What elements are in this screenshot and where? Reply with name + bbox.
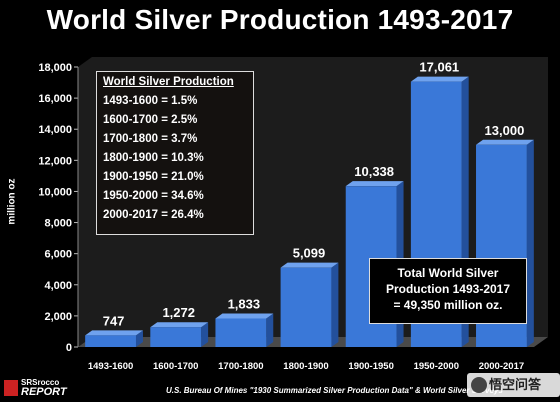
y-tick-label: 12,000: [38, 155, 72, 167]
total-line-2: Production 1493-2017: [385, 282, 511, 296]
y-tick-label: 16,000: [38, 93, 72, 105]
logo-text-top: SRSrocco: [21, 378, 60, 387]
bar-value-label: 747: [103, 313, 125, 328]
total-line-1: Total World Silver: [397, 266, 499, 280]
share-row: 1800-1900 = 10.3%: [103, 152, 204, 164]
bar-top: [410, 76, 469, 82]
source-note: U.S. Bureau Of Mines "1930 Summarized Si…: [166, 386, 503, 395]
total-line-3: = 49,350 million oz.: [393, 298, 503, 312]
bar-value-label: 10,338: [354, 164, 394, 179]
left-wall: [78, 57, 92, 347]
bar-value-label: 1,272: [162, 305, 195, 320]
x-tick-label: 1700-1800: [218, 361, 263, 372]
bar-value-label: 13,000: [485, 123, 525, 138]
bar-value-label: 5,099: [293, 246, 326, 261]
bar-side: [526, 139, 534, 347]
share-row: 1700-1800 = 3.7%: [103, 133, 198, 145]
x-tick-label: 1493-1600: [88, 361, 133, 372]
bar-top: [345, 181, 404, 187]
bar-side: [266, 313, 274, 347]
y-tick-label: 14,000: [38, 124, 72, 136]
share-breakdown-box: World Silver Production 1493-1600 = 1.5%…: [96, 71, 254, 235]
y-tick-label: 4,000: [44, 280, 72, 292]
bar-value-label: 17,061: [419, 60, 459, 75]
share-box-heading: World Silver Production: [103, 76, 234, 88]
srsrocco-logo: SRSrocco REPORT: [4, 378, 67, 398]
bar: [150, 327, 202, 347]
bar-value-label: 1,833: [228, 296, 261, 311]
logo-text-bottom: REPORT: [21, 386, 67, 398]
watermark-logo-icon: [471, 377, 487, 393]
y-tick-label: 10,000: [38, 186, 72, 198]
watermark-badge: 悟空问答: [467, 373, 560, 397]
share-row: 1900-1950 = 21.0%: [103, 171, 204, 183]
bar-top: [85, 330, 143, 336]
y-tick-label: 8,000: [44, 218, 72, 230]
y-tick-label: 18,000: [38, 62, 72, 74]
y-tick-label: 0: [66, 342, 72, 354]
x-tick-label: 1950-2000: [414, 361, 459, 372]
y-axis-label: million oz: [6, 178, 18, 225]
share-row: 1600-1700 = 2.5%: [103, 114, 198, 126]
logo-mark-icon: [4, 380, 18, 396]
chart-title: World Silver Production 1493-2017: [46, 4, 514, 35]
total-production-box: Total World Silver Production 1493-2017 …: [369, 258, 527, 324]
bar: [280, 267, 332, 347]
bar-top: [215, 313, 274, 319]
bar: [215, 318, 267, 347]
share-row: 1493-1600 = 1.5%: [103, 95, 198, 107]
bar-side: [331, 262, 339, 347]
bar-top: [476, 139, 534, 145]
share-row: 2000-2017 = 26.4%: [103, 209, 204, 221]
bar-side: [135, 330, 143, 347]
x-tick-label: 1600-1700: [153, 361, 198, 372]
bar-side: [201, 322, 209, 347]
x-tick-label: 1800-1900: [283, 361, 328, 372]
watermark-text: 悟空问答: [489, 377, 542, 392]
bar: [85, 335, 136, 347]
bar-top: [150, 322, 209, 328]
y-tick-label: 6,000: [44, 249, 72, 261]
x-tick-label: 1900-1950: [348, 361, 393, 372]
share-row: 1950-2000 = 34.6%: [103, 190, 204, 202]
y-tick-label: 2,000: [44, 311, 72, 323]
x-tick-label: 2000-2017: [479, 361, 524, 372]
bar-top: [280, 262, 339, 268]
